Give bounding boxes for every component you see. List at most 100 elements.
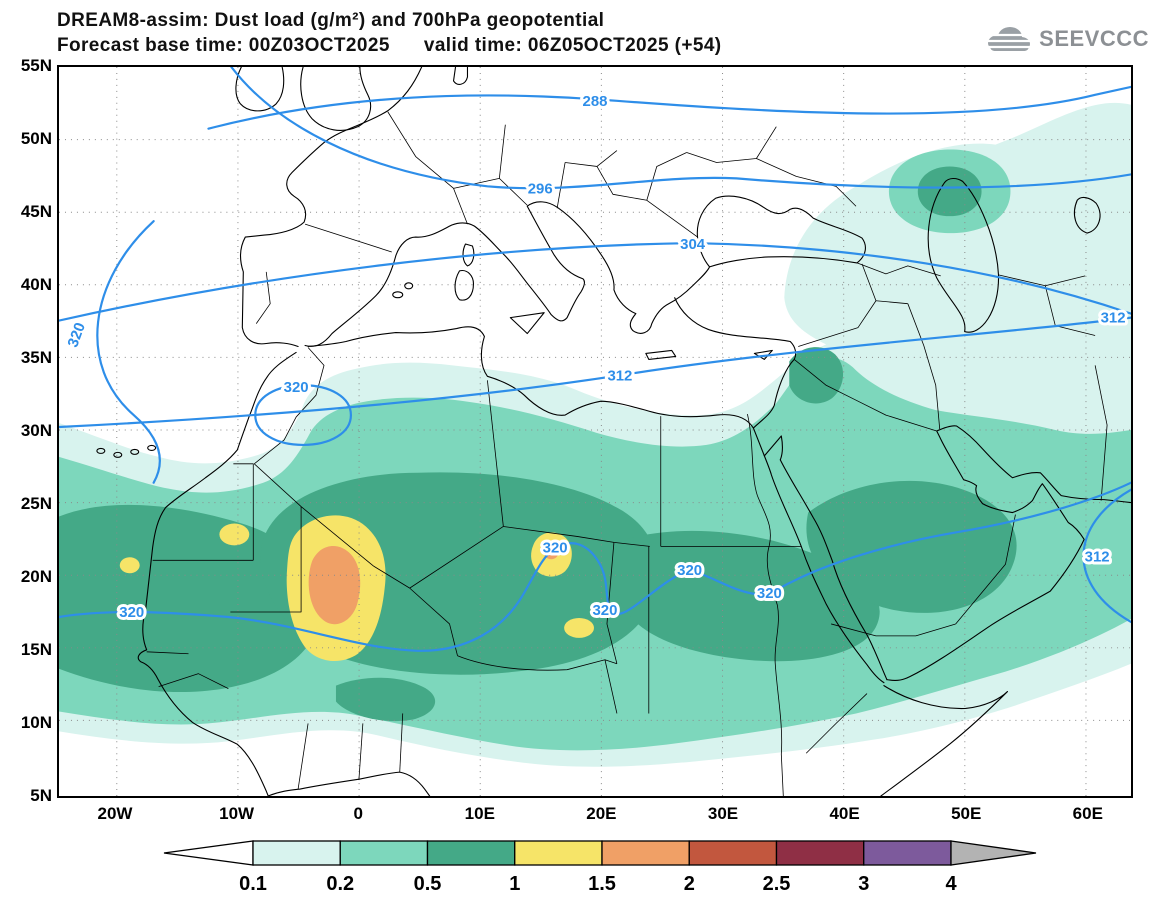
dust-area-0.5-levant: [789, 347, 844, 404]
lon-label: 10E: [464, 804, 495, 823]
colorbar-label: 1: [509, 873, 520, 895]
colorbar-segment: [688, 840, 778, 866]
coast-arabia-gulf: [886, 425, 1131, 681]
colorbar-segment: [601, 840, 690, 866]
lon-label: 60E: [1072, 804, 1103, 823]
coast-redsea-west: [763, 455, 885, 684]
contour-label: 320: [284, 379, 309, 396]
lake-caspian: [927, 177, 1000, 333]
lon-label: 10W: [219, 804, 255, 823]
colorbar-label: 0.1: [239, 873, 267, 895]
dust-area-0.5-caucasus: [917, 166, 982, 217]
sea-black: [696, 195, 866, 268]
lat-label: 50N: [20, 129, 52, 148]
contour-label: 320: [119, 604, 144, 621]
colorbar-label: 1.5: [588, 873, 616, 895]
coast-redsea-east: [779, 459, 888, 681]
island-sicily: [509, 312, 545, 335]
colorbar-label: 2: [684, 873, 695, 895]
colorbar: 0.1 0.2 0.5 1 1.5 2 2.5 3 4: [160, 838, 1040, 902]
chart-title: DREAM8-assim: Dust load (g/m²) and 700hP…: [57, 10, 605, 31]
colorbar-segment: [252, 840, 341, 866]
dust-area-1.5-chad-core: [544, 547, 559, 560]
island-corsica: [462, 243, 475, 267]
islands-balearic: [392, 282, 414, 299]
colorbar-arrow-right: [950, 840, 1037, 866]
coast-ireland: [235, 67, 285, 112]
colorbar-segment: [863, 840, 952, 866]
contour-320-west: [96, 220, 161, 484]
lat-label: 20N: [20, 567, 52, 586]
lat-label: 45N: [20, 202, 52, 221]
lat-label: 55N: [20, 56, 52, 75]
coast-mediterranean-north: [304, 201, 711, 347]
contour-label: 320: [64, 320, 89, 349]
coast-gulf-of-guinea: [267, 771, 431, 796]
island-crete: [645, 349, 677, 360]
contour-label: 312: [607, 367, 632, 384]
contour-296: [230, 67, 1131, 190]
contour-288: [207, 85, 1131, 130]
colorbar-segment: [514, 840, 603, 866]
colorbar-label: 3: [858, 873, 869, 895]
dust-area-0.5-guinea: [335, 677, 436, 722]
contour-320-loop: [254, 384, 353, 447]
chart-subtitle: Forecast base time: 00Z03OCT2025 valid t…: [57, 35, 722, 56]
dust-area-1-spot-se: [564, 617, 595, 638]
coast-somalia: [880, 685, 1009, 796]
coast-denmark: [452, 67, 469, 85]
contour-label: 320: [757, 585, 782, 602]
contour-label: 304: [680, 236, 706, 253]
dust-area-0.5-arabia: [806, 480, 1017, 613]
lon-label: 30E: [707, 804, 739, 823]
river-nile: [747, 414, 784, 796]
contour-312-east: [1082, 488, 1131, 624]
islands-canary: [96, 444, 157, 458]
colorbar-graphics: 0.1 0.2 0.5 1 1.5 2 2.5 3 4: [163, 840, 1037, 895]
coast-europe-west: [240, 67, 423, 348]
contour-label: 312: [1101, 310, 1126, 327]
lat-label: 25N: [20, 494, 52, 513]
coast-britain: [300, 67, 372, 131]
contour-label: 320: [677, 562, 702, 579]
colorbar-label: 0.5: [414, 873, 442, 895]
map-area: 288 296 304 312 312 312 320 320 320 320 320 320 320: [57, 65, 1133, 798]
colorbar-arrow-left: [163, 840, 254, 866]
contour-320-main: [59, 481, 1131, 652]
map-canvas: 288 296 304 312 312 312 320 320 320 320 320 320 320: [59, 67, 1131, 796]
coast-sinai: [752, 427, 783, 461]
colorbar-label: 4: [945, 873, 957, 895]
dust-area-1.5-mali-core: [308, 546, 361, 625]
contour-label: 320: [543, 539, 568, 556]
country-borders: [146, 111, 1108, 790]
title-block: DREAM8-assim: Dust load (g/m²) and 700hP…: [57, 8, 722, 58]
lon-label: 40E: [829, 804, 860, 823]
contour-label: 312: [1085, 548, 1110, 565]
lake-aral: [1074, 196, 1101, 234]
island-sardinia: [454, 269, 475, 301]
contour-312: [59, 316, 1131, 429]
lon-label: 0: [353, 804, 363, 823]
contour-label: 320: [592, 602, 617, 619]
lat-label: 10N: [20, 713, 52, 732]
lon-label: 20W: [97, 804, 133, 823]
lat-label: 15N: [20, 640, 52, 659]
colorbar-segment: [426, 840, 516, 866]
dust-area-1-spot-nw: [219, 523, 250, 546]
coast-africa-atlantic: [137, 351, 297, 796]
lat-label: 5N: [30, 786, 52, 805]
contour-304: [59, 241, 1131, 322]
dust-area-0.5-sudan: [608, 530, 880, 662]
dust-area-1-spot-coast: [119, 557, 140, 574]
colorbar-label: 2.5: [763, 873, 791, 895]
cloud-logo-icon: [985, 27, 1034, 51]
coast-turkey-africa-north: [307, 297, 797, 429]
lat-label: 35N: [20, 348, 52, 367]
colorbar-label: 0.2: [326, 873, 354, 895]
lon-label: 50E: [951, 804, 982, 823]
seevccc-logo: SEEVCCC: [981, 22, 1149, 56]
contour-label: 296: [528, 180, 553, 197]
dust-area-0.5-west-africa: [59, 504, 321, 693]
lat-label: 30N: [20, 421, 52, 440]
